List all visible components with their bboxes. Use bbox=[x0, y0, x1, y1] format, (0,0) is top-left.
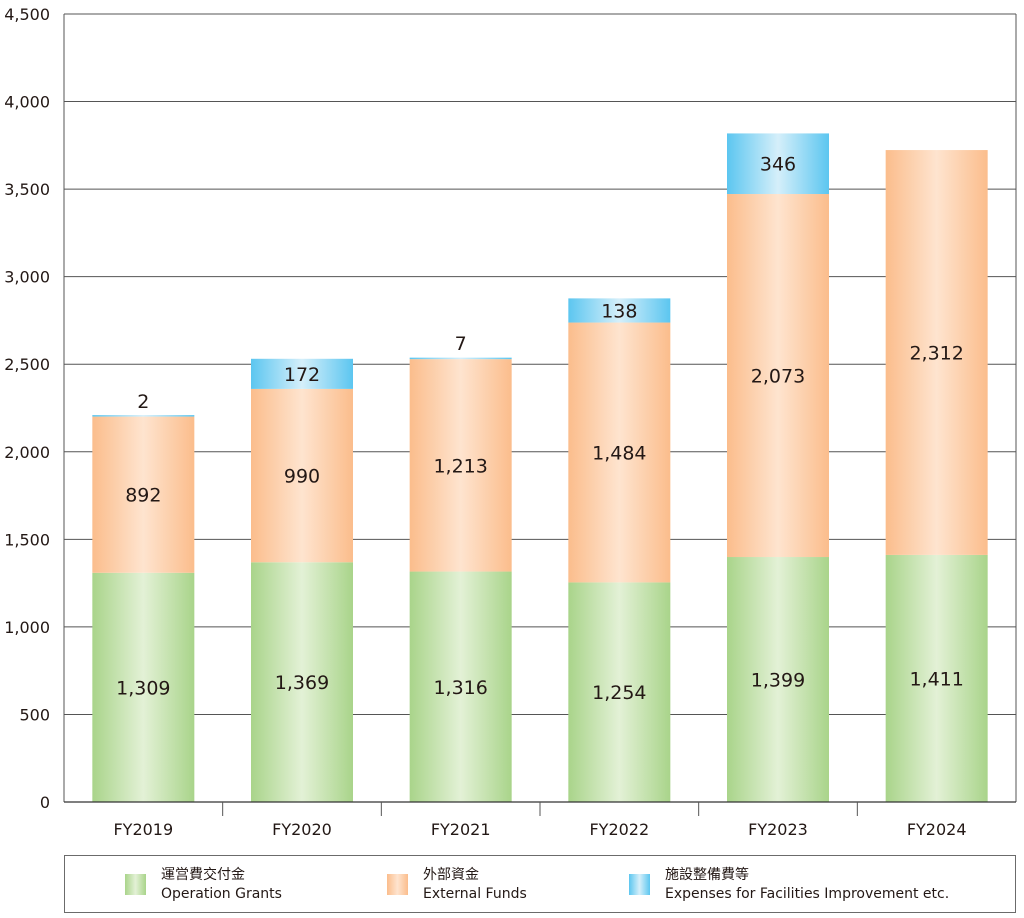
data-label: 2 bbox=[137, 391, 149, 413]
legend-swatch-external-funds bbox=[387, 874, 408, 895]
y-tick-label: 4,000 bbox=[4, 93, 50, 112]
bar-facilities-expenses-fy2021 bbox=[409, 357, 512, 360]
legend-label-ja: 外部資金 bbox=[423, 867, 479, 883]
bar-operation-grants-fy2021 bbox=[409, 571, 512, 802]
x-tick-label: FY2020 bbox=[272, 820, 332, 839]
bar-external-funds-fy2021 bbox=[409, 359, 512, 572]
x-tick-label: FY2021 bbox=[431, 820, 491, 839]
data-label: 172 bbox=[284, 364, 320, 386]
data-label: 1,484 bbox=[592, 442, 646, 464]
y-tick-label: 0 bbox=[40, 793, 50, 812]
legend-label-en: Operation Grants bbox=[161, 886, 282, 902]
data-label: 1,316 bbox=[433, 677, 487, 699]
stacked-bar-chart: 0 500 1,000 1,500 2,000 2,500 3,000 3,500 4,000 4… bbox=[4, 5, 1017, 839]
y-tick-label: 4,500 bbox=[4, 5, 50, 24]
bar-external-funds-fy2023 bbox=[727, 194, 829, 558]
x-tick-label: FY2023 bbox=[748, 820, 808, 839]
y-tick-label: 1,500 bbox=[4, 530, 50, 549]
data-label: 2,312 bbox=[909, 342, 963, 364]
bar-facilities-expenses-fy2020 bbox=[251, 358, 353, 389]
bar-operation-grants-fy2024 bbox=[885, 554, 988, 802]
x-tick-label: FY2022 bbox=[589, 820, 649, 839]
data-label: 1,411 bbox=[909, 668, 963, 690]
bar-facilities-expenses-fy2023 bbox=[727, 133, 829, 195]
data-label: 892 bbox=[125, 485, 161, 507]
x-axis-tick-labels: FY2019 FY2020 FY2021 FY2022 FY2023 FY2024 bbox=[113, 820, 966, 839]
legend-swatch-operation-grants bbox=[125, 874, 146, 895]
data-label: 346 bbox=[760, 154, 796, 176]
gridlines bbox=[64, 13, 1016, 715]
legend-label-en: External Funds bbox=[423, 886, 527, 902]
y-tick-label: 500 bbox=[19, 705, 50, 724]
bar-operation-grants-fy2020 bbox=[251, 562, 353, 802]
y-tick-label: 3,000 bbox=[4, 268, 50, 287]
bars bbox=[92, 133, 988, 802]
bar-operation-grants-fy2022 bbox=[568, 582, 671, 802]
bar-external-funds-fy2020 bbox=[251, 388, 353, 563]
axes bbox=[63, 13, 1017, 816]
y-tick-label: 2,500 bbox=[4, 355, 50, 374]
legend-label-ja: 施設整備費等 bbox=[665, 867, 749, 883]
bar-external-funds-fy2019 bbox=[92, 416, 195, 573]
x-tick-label: FY2024 bbox=[907, 820, 967, 839]
data-label: 138 bbox=[601, 300, 637, 322]
bar-external-funds-fy2024 bbox=[885, 150, 988, 555]
data-label: 1,309 bbox=[116, 677, 170, 699]
data-label: 7 bbox=[455, 333, 467, 355]
y-tick-label: 3,500 bbox=[4, 180, 50, 199]
legend-swatch-facilities-expenses bbox=[629, 874, 650, 895]
bar-operation-grants-fy2023 bbox=[727, 557, 829, 802]
data-label: 2,073 bbox=[751, 366, 805, 388]
bar-operation-grants-fy2019 bbox=[92, 572, 195, 802]
x-tick-label: FY2019 bbox=[113, 820, 173, 839]
y-axis-tick-labels: 0 500 1,000 1,500 2,000 2,500 3,000 3,500 4,000 4… bbox=[4, 5, 50, 812]
legend-label-en: Expenses for Facilities Improvement etc. bbox=[665, 886, 950, 902]
bar-facilities-expenses-fy2022 bbox=[568, 298, 671, 323]
data-label: 1,369 bbox=[275, 672, 329, 694]
bar-facilities-expenses-fy2019 bbox=[92, 415, 195, 417]
y-tick-label: 2,000 bbox=[4, 443, 50, 462]
data-labels: 1,309 892 2 1,369 990 172 1,316 1,213 7 1,254 1,48… bbox=[116, 154, 964, 704]
legend-label-ja: 運営費交付金 bbox=[161, 867, 245, 883]
data-label: 1,254 bbox=[592, 682, 646, 704]
legend: 運営費交付金 Operation Grants 外部資金 External Fu… bbox=[64, 855, 1016, 913]
bar-external-funds-fy2022 bbox=[568, 322, 671, 583]
data-label: 990 bbox=[284, 466, 320, 488]
data-label: 1,399 bbox=[751, 670, 805, 692]
y-tick-label: 1,000 bbox=[4, 618, 50, 637]
data-label: 1,213 bbox=[433, 455, 487, 477]
